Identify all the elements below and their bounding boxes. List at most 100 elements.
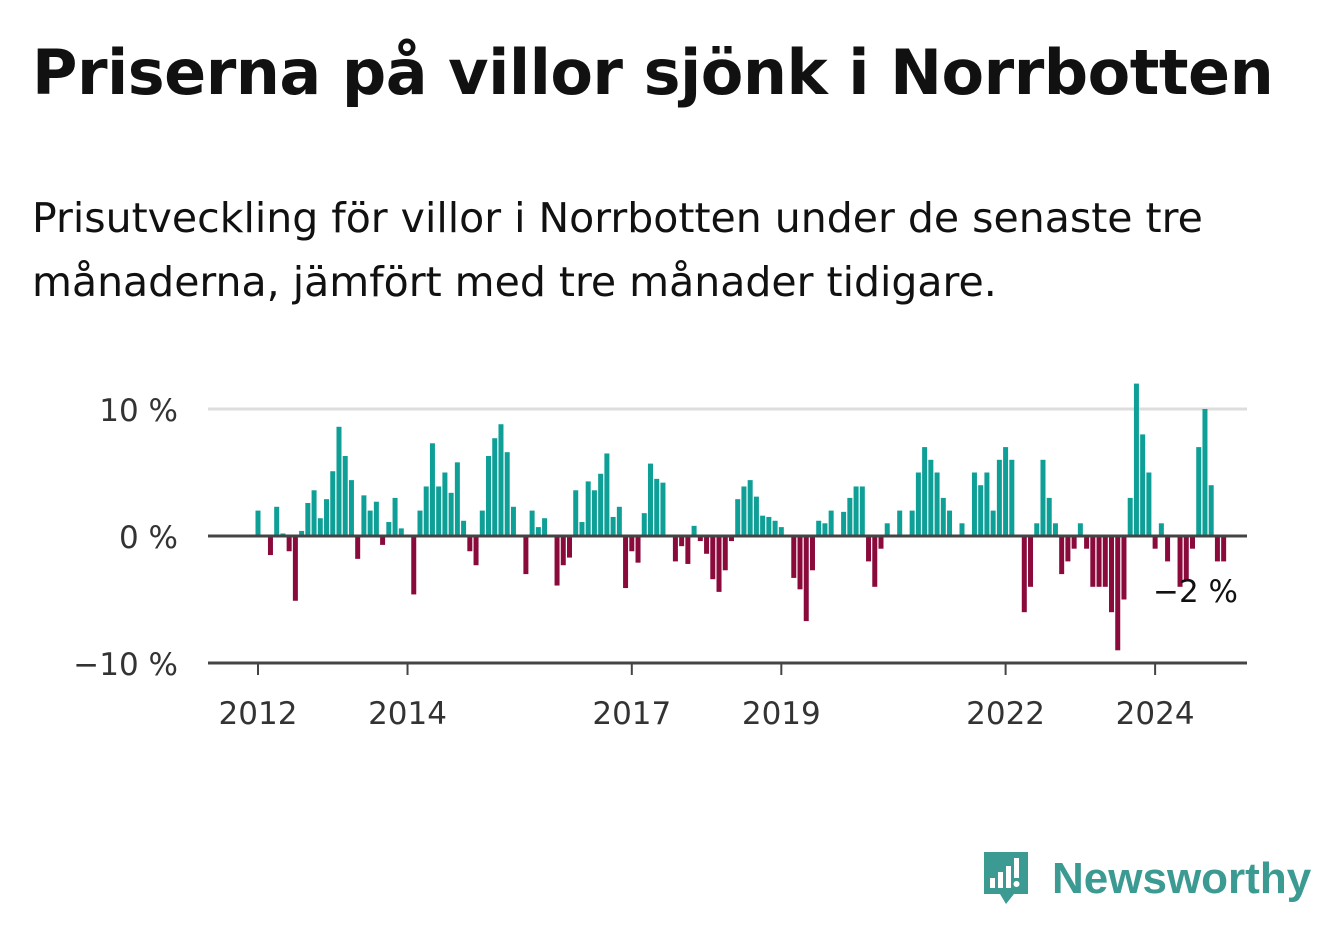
bar bbox=[996, 459, 1002, 536]
bar bbox=[1165, 536, 1171, 562]
bar bbox=[392, 497, 398, 536]
bar bbox=[398, 528, 404, 536]
bar-layer bbox=[255, 383, 1227, 651]
bar bbox=[897, 510, 903, 536]
bar bbox=[853, 486, 859, 536]
bar bbox=[1040, 459, 1046, 536]
bar bbox=[411, 536, 417, 595]
x-tick-label: 2014 bbox=[368, 696, 447, 732]
bar bbox=[591, 490, 597, 536]
bar bbox=[884, 523, 890, 536]
bar bbox=[922, 447, 928, 536]
bar bbox=[542, 518, 548, 536]
bar bbox=[797, 536, 803, 590]
bar bbox=[990, 510, 996, 536]
bar bbox=[504, 452, 510, 536]
bar bbox=[1034, 523, 1040, 536]
x-tick-label: 2012 bbox=[219, 696, 298, 732]
bar bbox=[292, 536, 298, 601]
bar bbox=[486, 455, 492, 536]
bar bbox=[1133, 383, 1139, 536]
bar bbox=[355, 536, 361, 559]
bar bbox=[704, 536, 710, 554]
bar bbox=[255, 510, 261, 536]
bar bbox=[1208, 485, 1214, 536]
bar bbox=[672, 536, 678, 562]
bar bbox=[959, 523, 965, 536]
bar bbox=[1065, 536, 1071, 562]
bar bbox=[816, 520, 822, 536]
bar bbox=[1102, 536, 1108, 587]
bar bbox=[317, 518, 323, 536]
bar bbox=[429, 443, 435, 536]
bar bbox=[947, 510, 953, 536]
bar bbox=[523, 536, 529, 575]
bar bbox=[660, 482, 666, 536]
bar bbox=[778, 527, 784, 536]
label-layer: 10 % 0 % −10 % 2012 2014 2017 2019 2022 2024 −2 % bbox=[73, 393, 1238, 732]
bar bbox=[691, 525, 697, 536]
bar bbox=[267, 536, 273, 556]
bar bbox=[361, 495, 367, 536]
bar bbox=[741, 486, 747, 536]
bar bbox=[1090, 536, 1096, 587]
bar bbox=[560, 536, 566, 566]
bar bbox=[647, 463, 653, 536]
bar bbox=[467, 536, 473, 552]
bar bbox=[473, 536, 479, 566]
bar bbox=[909, 510, 915, 536]
bar bbox=[274, 506, 280, 536]
bar bbox=[1152, 536, 1158, 549]
bar bbox=[760, 515, 766, 536]
bar bbox=[728, 536, 734, 542]
bar bbox=[940, 497, 946, 536]
bar-chart: 10 % 0 % −10 % 2012 2014 2017 2019 2022 2024 −2 % bbox=[73, 383, 1247, 732]
bar bbox=[772, 520, 778, 536]
bar bbox=[1077, 523, 1083, 536]
bar bbox=[423, 486, 429, 536]
x-tick-label: 2019 bbox=[742, 696, 821, 732]
bar bbox=[529, 510, 535, 536]
bar bbox=[1046, 497, 1052, 536]
bar bbox=[604, 453, 610, 536]
newsworthy-icon bbox=[984, 852, 1028, 904]
bar bbox=[554, 536, 560, 586]
bar bbox=[567, 536, 572, 558]
bar bbox=[535, 527, 541, 536]
bar bbox=[722, 536, 728, 571]
bar bbox=[1146, 472, 1152, 536]
bar bbox=[623, 536, 629, 589]
bar bbox=[1021, 536, 1027, 613]
bar bbox=[1196, 447, 1202, 536]
bar bbox=[498, 424, 504, 536]
bar bbox=[685, 536, 691, 564]
bar bbox=[1140, 434, 1146, 536]
grid-layer bbox=[208, 407, 1247, 665]
bar bbox=[461, 520, 467, 536]
bar bbox=[1059, 536, 1065, 575]
bar bbox=[878, 536, 884, 549]
bar bbox=[1127, 497, 1133, 536]
bar bbox=[841, 511, 847, 536]
bar bbox=[348, 480, 354, 536]
bar bbox=[492, 438, 498, 536]
bar bbox=[479, 510, 485, 536]
bar bbox=[1202, 409, 1208, 536]
bar bbox=[679, 536, 685, 547]
bar bbox=[1214, 536, 1220, 562]
bar bbox=[448, 492, 454, 536]
bar bbox=[342, 455, 348, 536]
bar bbox=[629, 536, 635, 552]
bar bbox=[299, 530, 305, 536]
bar bbox=[641, 513, 647, 536]
bar bbox=[1052, 523, 1058, 536]
chart-subtitle: Prisutveckling för villor i Norrbotten u… bbox=[32, 194, 1203, 306]
bar bbox=[436, 486, 442, 536]
bar bbox=[1221, 536, 1227, 562]
bar bbox=[847, 497, 853, 536]
bar bbox=[866, 536, 872, 562]
bar bbox=[766, 516, 772, 536]
bar bbox=[380, 536, 386, 545]
bar bbox=[822, 523, 828, 536]
bar bbox=[803, 536, 809, 622]
